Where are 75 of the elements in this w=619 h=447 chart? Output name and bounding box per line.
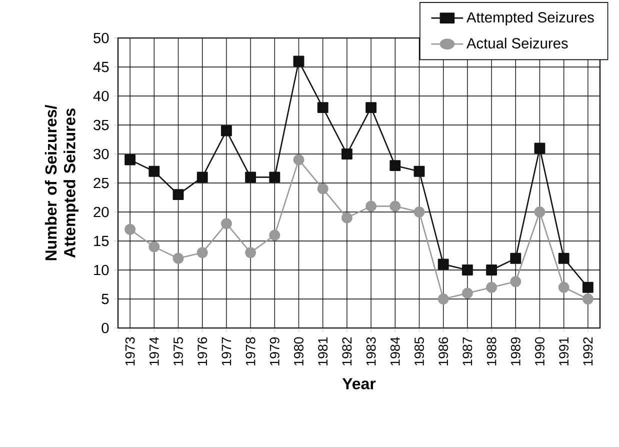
point [148,166,160,177]
point [390,160,401,172]
point [172,189,184,200]
point [462,264,473,276]
point [196,172,208,183]
y-tick-label: 20 [94,206,109,218]
point [245,247,256,258]
point [293,56,304,67]
point [582,282,594,293]
y-axis-title: Number of Seizures/ Attempted Seizures [44,104,78,260]
x-tick-label: 1980 [294,337,304,366]
point [124,224,136,235]
point [558,252,570,264]
point [390,200,401,212]
point [245,172,256,183]
x-tick-label: 1974 [149,337,159,366]
y-tick-label: 10 [94,264,109,276]
point [414,206,425,218]
x-tick-label: 1989 [510,337,520,366]
point [366,200,377,212]
x-tick-label: 1983 [366,337,376,366]
x-tick-label: 1991 [559,337,569,366]
point [124,154,136,166]
x-tick-label: 1976 [198,337,208,366]
y-tick-label: 5 [102,294,109,304]
point [269,230,280,241]
x-tick-label: 1978 [246,337,256,366]
x-tick-label: 1987 [462,337,472,366]
x-tick-label: 1986 [438,337,448,366]
point [317,102,328,114]
point [534,206,546,218]
point [341,148,352,160]
point [414,166,425,177]
x-tick-label: 1984 [390,337,400,366]
y-tick-label: 35 [94,120,109,130]
x-tick-label: 1992 [583,337,593,366]
y-tick-label: 45 [93,62,109,72]
point [438,258,449,270]
y-tick-label: 30 [94,148,109,160]
x-axis-title: Year [342,378,376,390]
point [196,247,208,258]
point [438,294,449,304]
y-tick-label: 25 [94,178,109,188]
point [534,142,546,154]
point [486,282,498,293]
y-tick-label: 40 [93,90,109,102]
point [172,252,184,264]
point [510,276,522,288]
legend-label: Actual Seizures [466,38,568,49]
point [293,154,304,166]
point [341,212,352,224]
point [148,241,160,252]
point [558,282,570,293]
point [366,102,377,114]
point [462,288,473,299]
point [317,183,328,194]
point [582,294,594,304]
x-tick-label: 1982 [342,337,352,366]
y-tick-label: 50 [94,32,109,44]
x-tick-label: 1973 [125,337,135,366]
x-tick-label: 1979 [270,337,280,366]
point [220,125,232,136]
x-tick-label: 1981 [318,337,328,366]
x-tick-label: 1985 [414,337,424,366]
point [510,252,522,264]
y-tick-label: 0 [102,322,109,334]
y-tick-label: 15 [94,236,109,246]
x-tick-label: 1977 [222,337,232,366]
point [220,218,232,230]
point [269,172,280,183]
x-tick-label: 1975 [174,337,183,366]
point [486,264,498,276]
x-tick-label: 1988 [486,337,496,366]
legend-label: Attempted Seizures [466,12,594,26]
x-tick-label: 1990 [535,337,544,366]
